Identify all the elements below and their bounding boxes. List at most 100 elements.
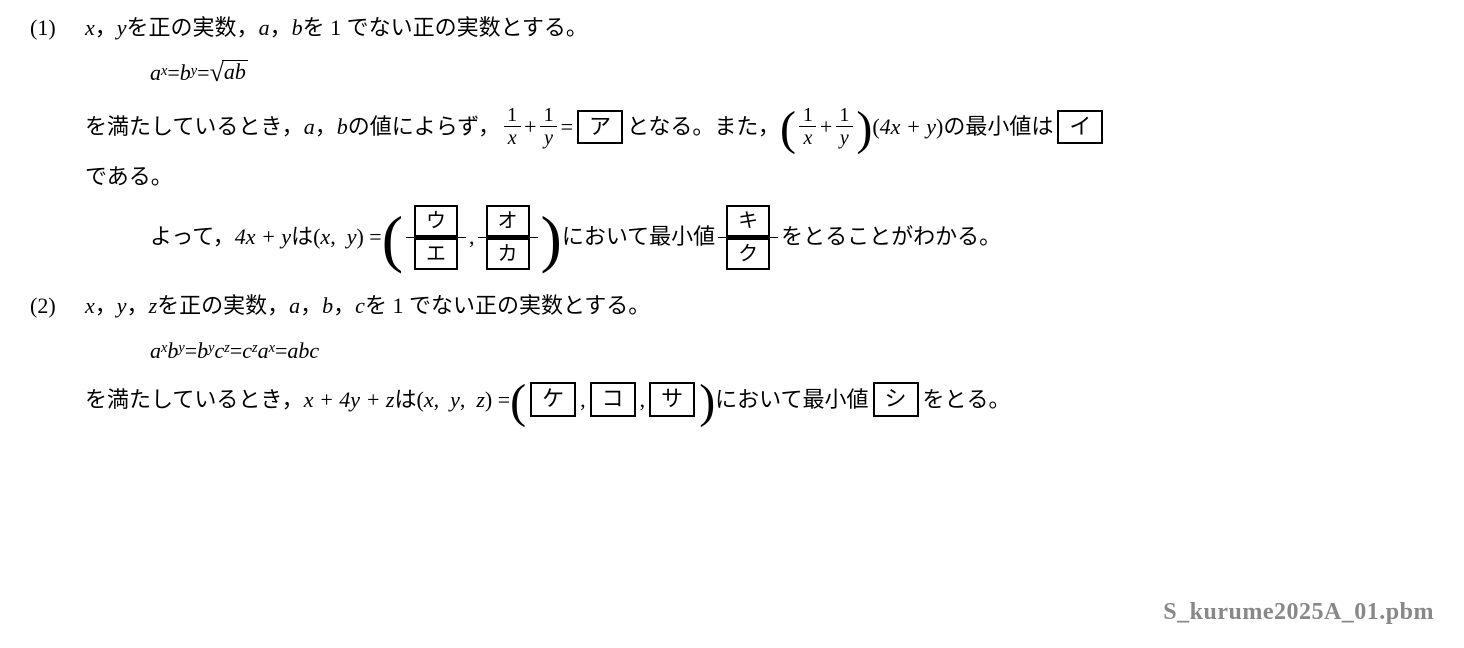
answer-box-shi: シ bbox=[873, 382, 919, 416]
lparen: ( bbox=[872, 109, 879, 144]
eq-b: b bbox=[167, 333, 178, 368]
text: において最小値 bbox=[562, 219, 715, 254]
frac-den: x bbox=[504, 126, 521, 149]
frac-num: 1 bbox=[835, 104, 853, 126]
text: を満たしているとき， bbox=[85, 382, 304, 417]
var-c: c bbox=[355, 288, 365, 323]
answer-box-sa: サ bbox=[649, 382, 695, 416]
var-a: a bbox=[289, 288, 300, 323]
p1-line2: を満たしているとき， a， b の値によらず， 1 x + 1 y = ア とな… bbox=[85, 104, 1434, 149]
text: は bbox=[394, 382, 416, 417]
eq-c: c bbox=[215, 333, 225, 368]
text: の値によらず， bbox=[348, 109, 500, 144]
var-x: x bbox=[85, 10, 95, 45]
var-b: b bbox=[322, 288, 333, 323]
equals: = bbox=[185, 333, 197, 368]
answer-box-i: イ bbox=[1057, 110, 1103, 144]
frac-1-x-b: 1 x bbox=[799, 104, 817, 149]
answer-box-a: ア bbox=[577, 110, 623, 144]
comma: , bbox=[640, 382, 646, 417]
p2-number: (2) bbox=[30, 288, 85, 323]
comma: ， bbox=[315, 109, 337, 144]
eq-exp: z bbox=[224, 337, 230, 360]
var-z: z bbox=[149, 288, 158, 323]
eq-rhs: abc bbox=[287, 333, 319, 368]
frac-1-x: 1 x bbox=[503, 104, 521, 149]
equals: = bbox=[561, 109, 573, 144]
rparen: ) bbox=[936, 109, 943, 144]
equals: = bbox=[167, 55, 179, 90]
answer-box-ku: ク bbox=[726, 238, 770, 270]
text: よって， bbox=[150, 219, 235, 254]
xy-eq: (x, y) = bbox=[313, 219, 382, 254]
eq-a: a bbox=[150, 333, 161, 368]
answer-box-ko: コ bbox=[590, 382, 636, 416]
expr-x4yz: x + 4y + z bbox=[304, 382, 395, 417]
text: をとることがわかる。 bbox=[781, 219, 1001, 254]
eq-exp: x bbox=[161, 337, 167, 360]
math-problem-page: (1) x， y を正の実数， a， b を 1 でない正の実数とする。 ax … bbox=[0, 0, 1464, 417]
plus: + bbox=[524, 109, 536, 144]
p1-line1: (1) x， y を正の実数， a， b を 1 でない正の実数とする。 bbox=[30, 10, 1434, 45]
var-b: b bbox=[292, 10, 303, 45]
p2-line2: を満たしているとき， x + 4y + z は (x, y, z) = ( ケ … bbox=[85, 382, 1434, 417]
expr-4xy: 4x + y bbox=[235, 219, 291, 254]
p1-number: (1) bbox=[30, 10, 85, 45]
watermark-filename: S_kurume2025A_01.pbm bbox=[1163, 599, 1434, 626]
var-y: y bbox=[117, 288, 127, 323]
eq-a: a bbox=[258, 333, 269, 368]
comma: ， bbox=[270, 10, 292, 45]
equals: = bbox=[197, 55, 209, 90]
equals: = bbox=[275, 333, 287, 368]
eq-exp-x: x bbox=[161, 60, 167, 83]
answer-box-e: エ bbox=[414, 238, 458, 270]
answer-box-ke: ケ bbox=[530, 382, 576, 416]
comma: ， bbox=[127, 288, 149, 323]
eq-b: b bbox=[197, 333, 208, 368]
text: は bbox=[291, 219, 313, 254]
eq-c: c bbox=[242, 333, 252, 368]
p1-line2b: である。 bbox=[85, 159, 1434, 194]
text: を満たしているとき， bbox=[85, 109, 304, 144]
text: を正の実数， bbox=[157, 288, 289, 323]
expr-4xy: 4x + y bbox=[880, 109, 936, 144]
frac-num: 1 bbox=[799, 104, 817, 126]
var-y: y bbox=[117, 10, 127, 45]
text: をとる。 bbox=[923, 382, 1011, 417]
frac-num: 1 bbox=[540, 104, 558, 126]
text: の最小値は bbox=[943, 109, 1053, 144]
plus: + bbox=[820, 109, 832, 144]
comma: ， bbox=[95, 288, 117, 323]
eq-exp: y bbox=[208, 337, 214, 360]
frac-o-ka: オ カ bbox=[478, 205, 538, 270]
comma: ， bbox=[95, 10, 117, 45]
p2-line1: (2) x， y， z を正の実数， a， b， c を 1 でない正の実数とす… bbox=[30, 288, 1434, 323]
sqrt-arg: ab bbox=[222, 60, 248, 83]
text: である。 bbox=[85, 159, 173, 194]
frac-1-y: 1 y bbox=[540, 104, 558, 149]
frac-den: x bbox=[799, 126, 816, 149]
comma: ， bbox=[300, 288, 322, 323]
comma: ， bbox=[333, 288, 355, 323]
eq-exp: x bbox=[269, 337, 275, 360]
answer-box-u: ウ bbox=[414, 205, 458, 237]
eq-exp-y: y bbox=[191, 60, 197, 83]
eq-a: a bbox=[150, 55, 161, 90]
var-a: a bbox=[259, 10, 270, 45]
text: を 1 でない正の実数とする。 bbox=[303, 10, 588, 45]
text: において最小値 bbox=[715, 382, 868, 417]
text: となる。また， bbox=[627, 109, 780, 144]
p1-equation: ax = by = √ ab bbox=[150, 55, 1434, 90]
frac-u-e: ウ エ bbox=[406, 205, 466, 270]
comma: , bbox=[469, 219, 475, 254]
equals: = bbox=[230, 333, 242, 368]
var-a: a bbox=[304, 109, 315, 144]
frac-ki-ku: キ ク bbox=[718, 205, 778, 270]
answer-box-ki: キ bbox=[726, 205, 770, 237]
frac-den: y bbox=[836, 126, 853, 149]
var-b: b bbox=[337, 109, 348, 144]
sqrt-ab: √ ab bbox=[210, 60, 248, 86]
frac-den: y bbox=[540, 126, 557, 149]
eq-exp: z bbox=[252, 337, 258, 360]
xyz-eq: (x, y, z) = bbox=[417, 382, 511, 417]
